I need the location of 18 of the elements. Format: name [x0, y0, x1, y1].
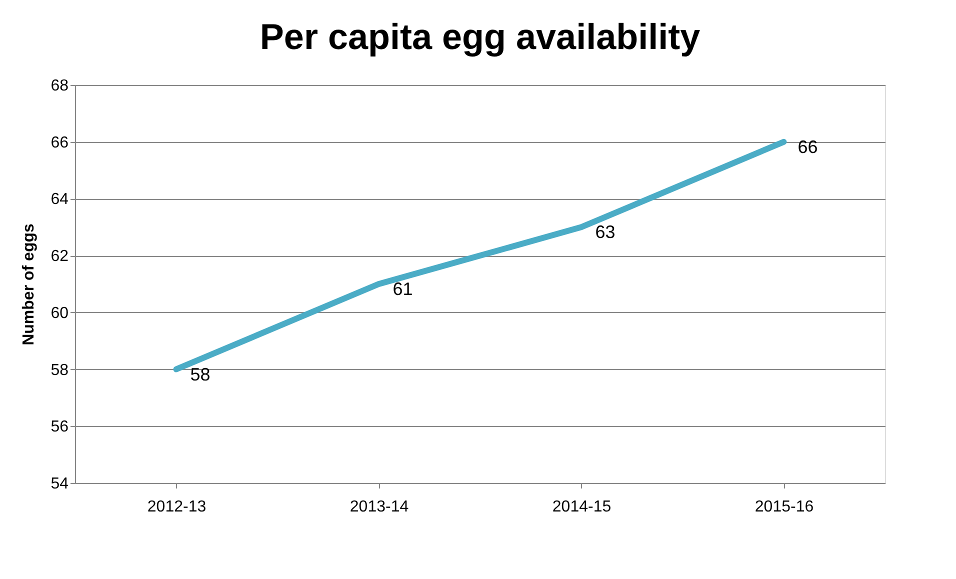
- data-label: 58: [190, 364, 210, 384]
- y-tick-label: 56: [50, 418, 69, 436]
- data-label: 63: [595, 222, 616, 242]
- y-tick-label: 68: [50, 78, 69, 94]
- x-tick-label: 2012-13: [147, 498, 206, 516]
- y-tick-label: 62: [50, 248, 69, 266]
- y-axis-title: Number of eggs: [20, 224, 38, 346]
- y-tick-label: 60: [50, 304, 69, 322]
- x-tick-label: 2015-16: [754, 498, 814, 516]
- x-tick-label: 2013-14: [350, 498, 409, 516]
- y-tick-label: 58: [50, 362, 69, 379]
- chart-title: Per capita egg availability: [260, 16, 700, 57]
- data-label: 66: [798, 136, 818, 157]
- y-tick-label: 66: [50, 134, 69, 152]
- y-tick-label: 54: [50, 476, 69, 492]
- x-tick-label: 2014-15: [552, 498, 612, 516]
- data-label: 61: [392, 279, 413, 299]
- y-tick-label: 64: [50, 191, 69, 208]
